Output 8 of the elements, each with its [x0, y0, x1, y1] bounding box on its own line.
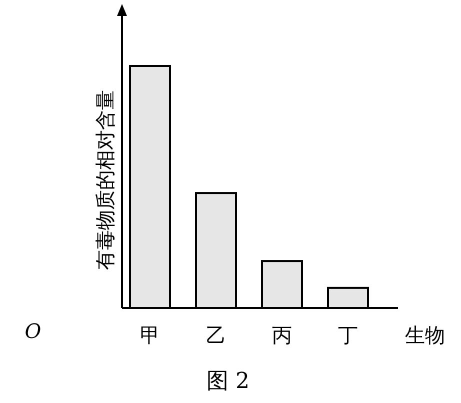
text: 图 2: [206, 369, 250, 394]
x-tick-label: 甲: [140, 323, 160, 347]
x-tick-label: 丁: [338, 323, 358, 347]
x-tick-label: 乙: [206, 323, 226, 347]
x-tick-label: 丙: [272, 323, 292, 347]
text: O: [24, 319, 42, 343]
x-axis-title: 生物: [405, 323, 445, 347]
y-axis-title: 有毒物质的相对含量: [93, 90, 117, 270]
